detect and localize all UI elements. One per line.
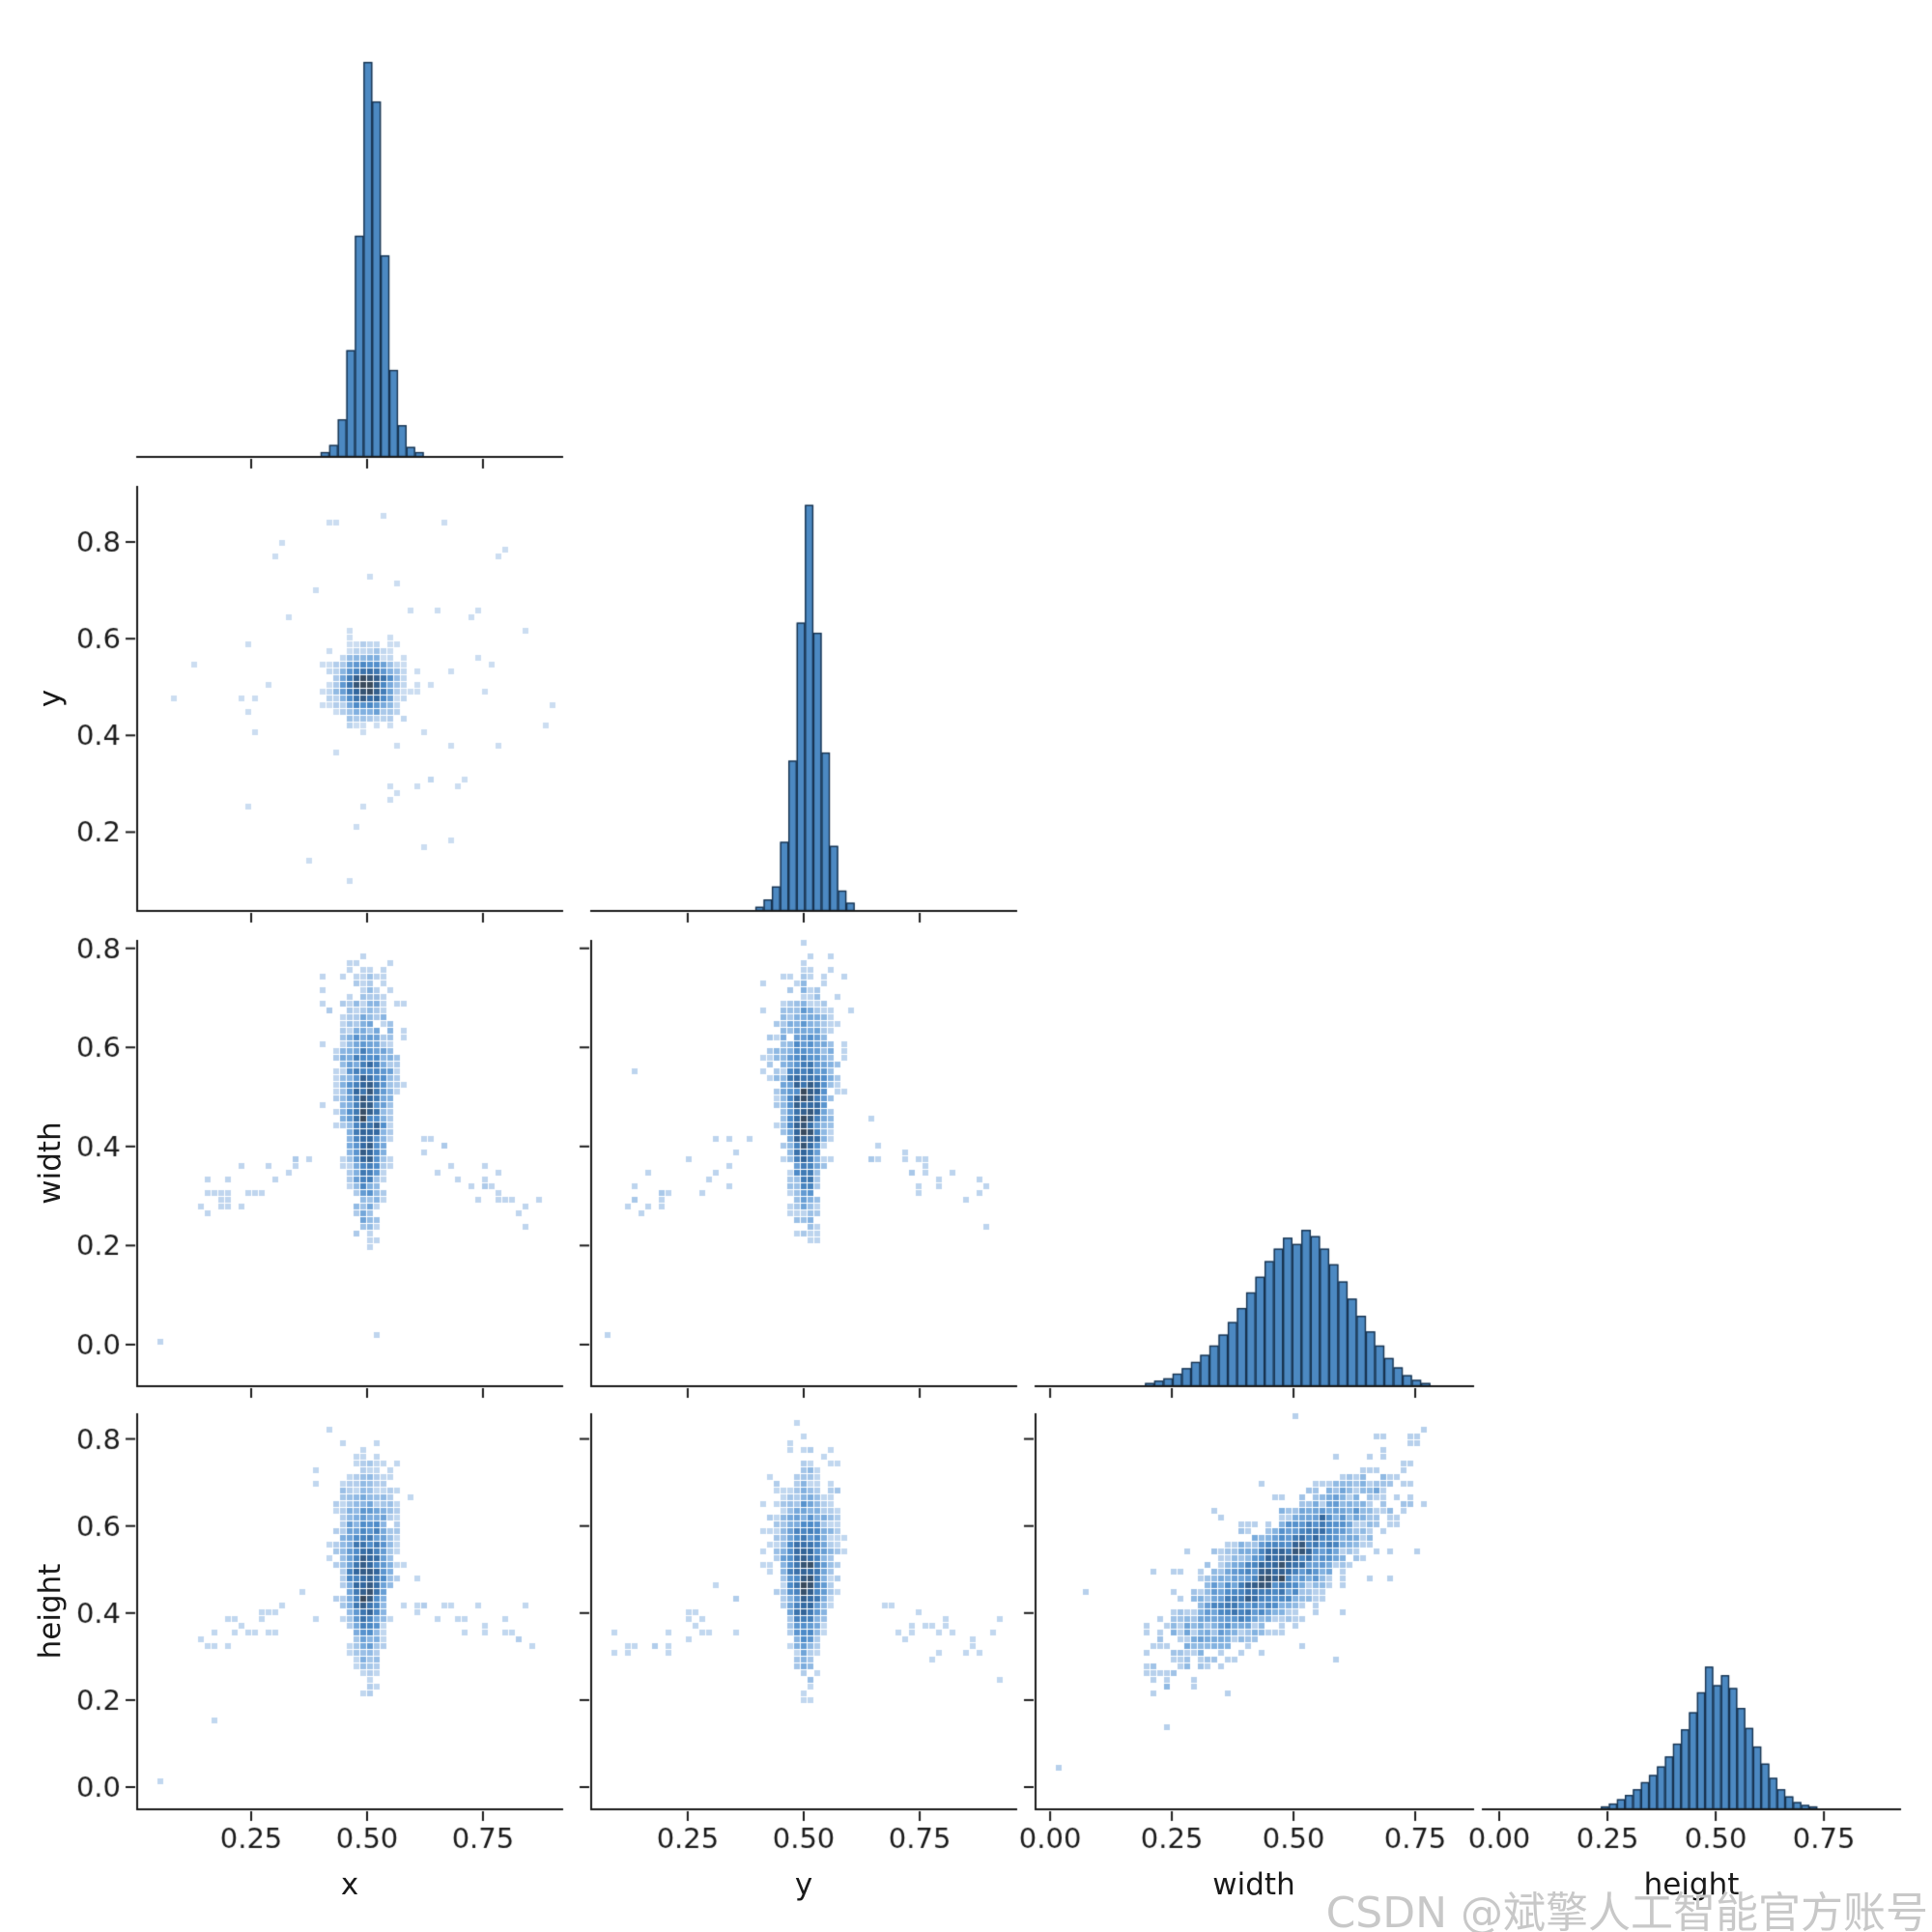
y-axis-label-y: y	[33, 689, 68, 708]
y-axis-label-width: width	[33, 1122, 68, 1205]
y-axis-label-height: height	[33, 1563, 68, 1660]
csdn-watermark: CSDN @斌擎人工智能官方账号	[1325, 1889, 1928, 1932]
x-axis-label-y: y	[794, 1867, 813, 1902]
x-axis-label-x: x	[340, 1867, 359, 1902]
x-axis-label-height: height	[1643, 1867, 1740, 1902]
x-axis-label-width: width	[1212, 1867, 1295, 1902]
